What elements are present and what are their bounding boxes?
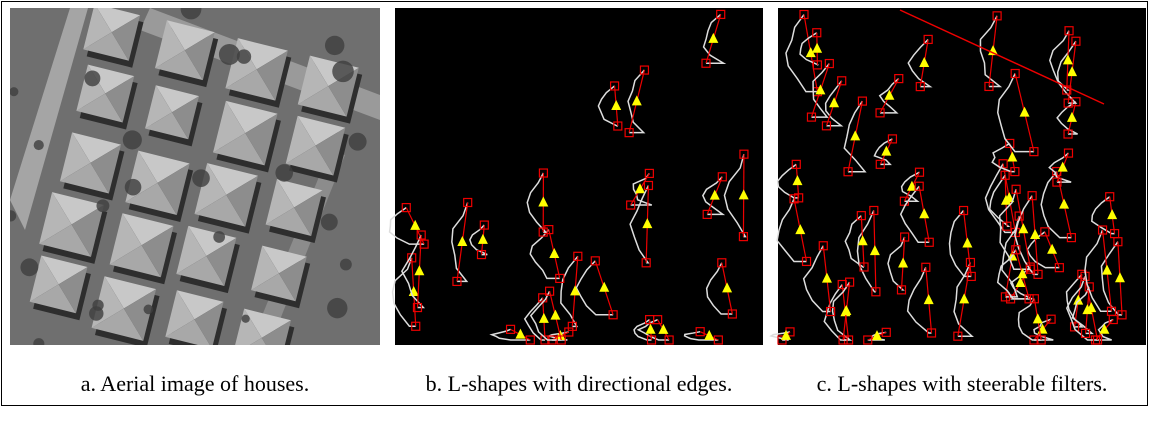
tree [144,305,154,315]
tree [123,130,142,149]
tree [33,338,44,349]
tree [275,164,293,182]
tree [34,140,44,150]
tree [242,315,250,323]
tree [84,70,100,86]
caption: a. Aerial image of houses. [81,371,310,396]
tree [20,258,38,276]
caption: b. L-shapes with directional edges. [426,371,733,396]
tree [349,133,367,151]
tree [340,259,352,271]
tree [327,298,347,318]
panel-aerial [5,0,380,383]
tree [96,199,109,212]
tree [213,231,225,243]
tree [192,169,210,187]
caption: c. L-shapes with steerable filters. [817,371,1108,396]
tree [321,214,338,231]
tree [125,179,142,196]
tree [219,44,240,65]
figure: a. Aerial image of houses. b. L-shapes w… [0,0,1150,419]
tree [9,87,18,96]
tree [92,300,103,311]
tree [325,36,344,55]
tree [5,210,16,221]
tree [332,61,354,83]
